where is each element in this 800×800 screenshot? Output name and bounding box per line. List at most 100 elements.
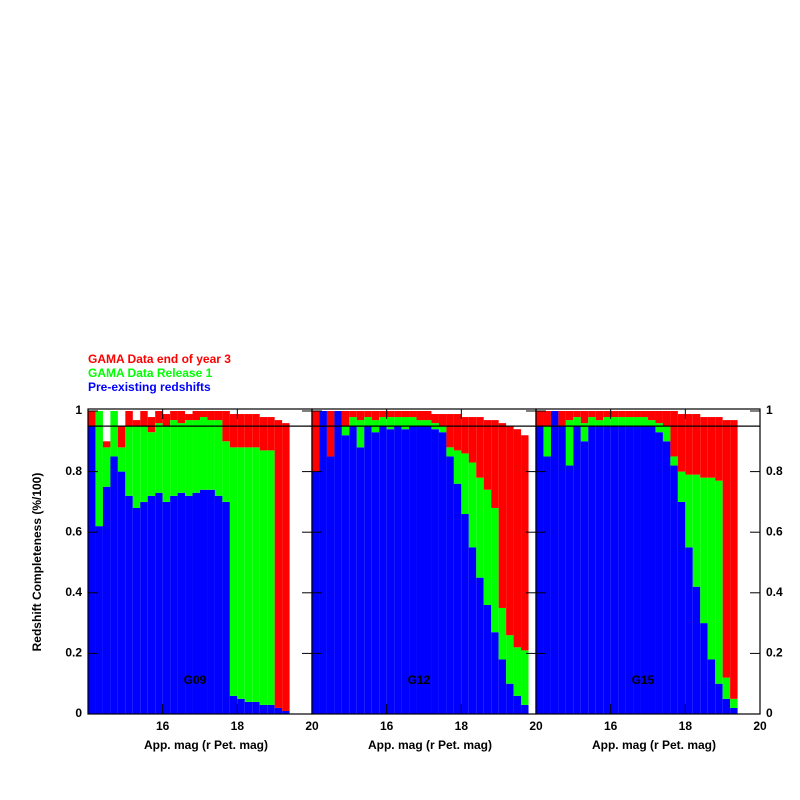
bar-segment (364, 417, 372, 427)
bar-segment (356, 447, 365, 714)
bar-segment (431, 429, 439, 714)
bar-segment (237, 698, 245, 714)
bar-segment (491, 420, 499, 508)
bar-segment (446, 447, 454, 457)
bar-segment (558, 411, 566, 427)
bar-segment (550, 411, 559, 714)
bar-segment (707, 659, 716, 714)
bar-segment (349, 417, 357, 427)
bar-segment (394, 426, 402, 714)
bar-segment (147, 432, 156, 496)
bar-segment (618, 411, 626, 418)
bar-segment (715, 480, 723, 684)
bar-segment (229, 447, 238, 696)
bar-segment (162, 501, 171, 714)
bar-segment (498, 423, 507, 608)
y-tick-label: 0.4 (65, 585, 82, 599)
bar-segment (580, 423, 589, 442)
bar-segment (730, 420, 738, 699)
x-axis-label: App. mag (r Pet. mag) (368, 738, 492, 752)
bar-segment (722, 677, 731, 699)
bar-segment (543, 411, 551, 427)
bar-segment (670, 411, 678, 457)
bar-segment (200, 489, 208, 714)
bar-segment (707, 417, 716, 478)
bar-segment (715, 417, 723, 481)
bar-segment (625, 411, 634, 418)
bar-segment (588, 426, 596, 714)
bar-segment (648, 411, 656, 421)
bar-segment (341, 426, 350, 436)
bar-segment (140, 501, 148, 714)
y-tick-label: 0.2 (766, 646, 783, 660)
bar-segment (603, 417, 611, 427)
bar-segment (259, 704, 268, 714)
bar-segment (259, 450, 268, 705)
bar-segment (102, 441, 111, 448)
bar-segment (95, 411, 103, 527)
bar-segment (633, 411, 641, 418)
bar-segment (252, 447, 260, 702)
bar-segment (364, 426, 372, 714)
bar-segment (431, 414, 439, 424)
bar-segment (603, 411, 611, 418)
bar-segment (633, 417, 641, 427)
x-tick-label: 16 (604, 719, 618, 733)
legend-entry: GAMA Data Release 1 (88, 366, 213, 380)
bar-segment (476, 417, 484, 478)
y-tick-label: 0.4 (766, 585, 783, 599)
bar-segment (364, 411, 372, 418)
bar-segment (446, 456, 454, 714)
bar-segment (468, 462, 477, 548)
bar-segment (424, 420, 432, 427)
bar-segment (267, 450, 275, 705)
bar-segment (476, 477, 484, 578)
bar-segment (662, 441, 671, 714)
bar-segment (565, 420, 574, 466)
bar-segment (132, 507, 141, 714)
bar-segment (222, 441, 230, 502)
x-tick-label: 20 (753, 719, 767, 733)
bar-segment (416, 420, 424, 427)
bar-segment (244, 447, 253, 702)
bar-segment (453, 414, 462, 451)
bar-segment (409, 411, 417, 418)
bar-segment (655, 411, 663, 424)
bar-segment (379, 417, 387, 427)
bar-segment (110, 411, 118, 457)
bar-segment (595, 426, 604, 714)
bar-segment (192, 411, 200, 421)
bar-segment (207, 489, 215, 714)
bar-segment (513, 429, 522, 648)
bar-segment (424, 426, 432, 714)
x-tick-label: 20 (305, 719, 319, 733)
bar-segment (513, 695, 522, 714)
bar-segment (618, 426, 626, 714)
bar-segment (274, 707, 283, 714)
bar-segment (662, 426, 671, 442)
bar-segment (192, 420, 200, 493)
bar-segment (610, 426, 619, 714)
bar-segment (177, 492, 186, 714)
bar-segment (394, 411, 402, 418)
y-tick-label: 1 (75, 403, 82, 417)
bar-segment (125, 426, 133, 496)
bar-segment (244, 414, 253, 448)
bar-segment (170, 495, 178, 714)
bar-segment (386, 429, 395, 714)
panel-label: G09 (184, 673, 207, 687)
bar-segment (491, 507, 499, 633)
bar-segment (207, 411, 215, 421)
bar-segment (409, 417, 417, 427)
bar-segment (730, 707, 738, 714)
x-axis-label: App. mag (r Pet. mag) (144, 738, 268, 752)
bar-segment (88, 426, 96, 714)
y-tick-label: 0 (75, 706, 82, 720)
bar-segment (677, 501, 686, 714)
bar-segment (192, 492, 200, 714)
bar-segment (625, 426, 634, 714)
bar-segment (125, 495, 133, 714)
bar-segment (110, 456, 118, 714)
bar-segment (677, 414, 686, 472)
